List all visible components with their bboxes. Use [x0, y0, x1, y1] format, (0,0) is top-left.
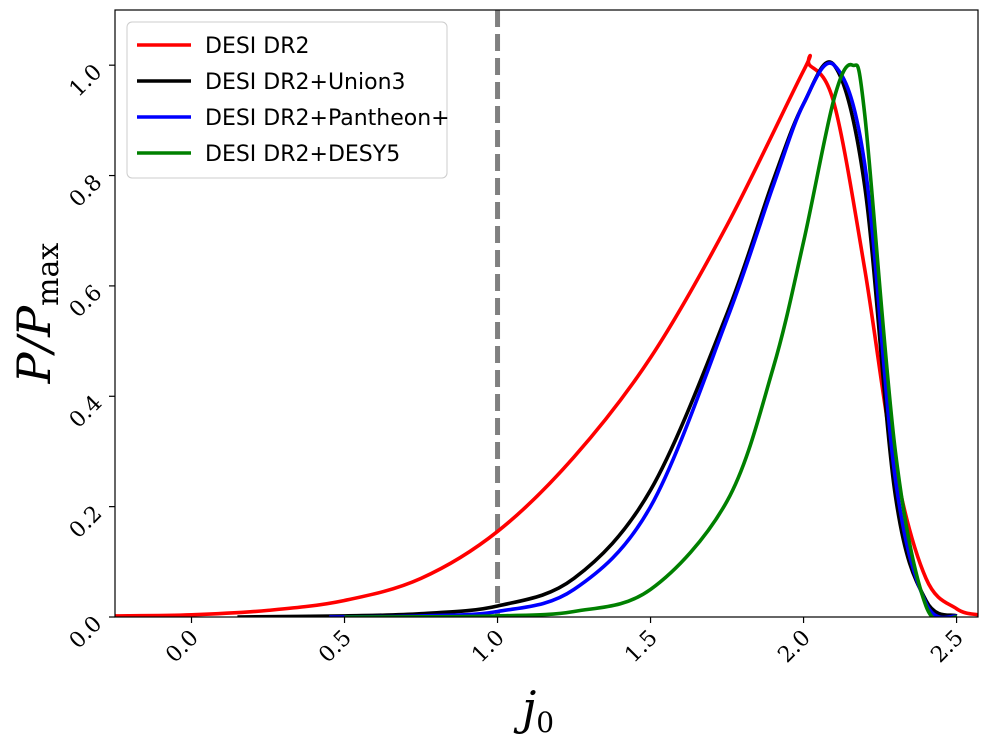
x-tick-label: 0.5	[314, 626, 356, 668]
legend-box	[126, 21, 448, 179]
y-tick-label: 0.2	[65, 501, 107, 543]
y-axis-label: P/Pmax	[7, 243, 66, 385]
plot-frame	[114, 9, 979, 618]
legend-label: DESI DR2	[205, 34, 310, 59]
series-line-4	[344, 62, 958, 617]
y-ticks: 0.0 0.2 0.4 0.6 0.8 1.0	[65, 60, 115, 654]
x-ticks: 0.0 0.5 1.0 1.5 2.0 2.5	[161, 617, 969, 668]
legend-label: DESI DR2+Union3	[205, 70, 406, 95]
y-tick-label: 0.6	[65, 280, 107, 322]
legend-label: DESI DR2+Pantheon+	[205, 106, 450, 131]
y-tick-label: 1.0	[65, 60, 107, 102]
x-tick-label: 2.0	[773, 626, 815, 668]
series-line-3	[329, 61, 958, 617]
x-tick-label: 1.5	[620, 626, 662, 668]
x-tick-label: 0.0	[161, 626, 203, 668]
x-axis-label: j0	[513, 681, 554, 739]
y-tick-label: 0.8	[65, 170, 107, 212]
legend: DESI DR2 DESI DR2+Union3 DESI DR2+Pantheon…	[126, 21, 450, 179]
x-tick-label: 2.5	[926, 626, 968, 668]
legend-label: DESI DR2+DESY5	[205, 142, 400, 167]
y-tick-label: 0.0	[65, 612, 107, 654]
series-lines	[115, 53, 978, 617]
y-tick-label: 0.4	[65, 391, 107, 433]
x-tick-label: 1.0	[467, 626, 509, 668]
